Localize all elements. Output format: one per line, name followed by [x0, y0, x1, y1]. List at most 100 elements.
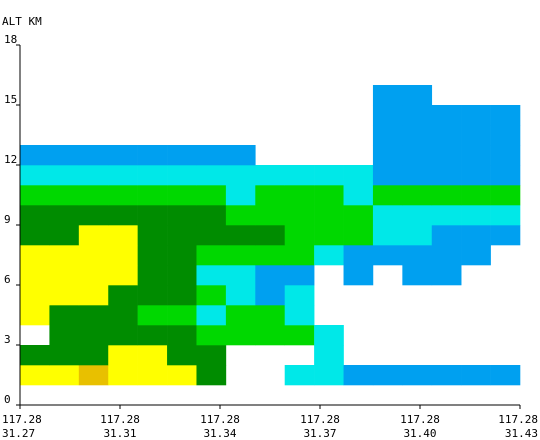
echo-cell — [20, 185, 50, 206]
echo-cell — [490, 185, 521, 206]
echo-cell — [78, 205, 109, 226]
echo-cell — [108, 165, 138, 186]
echo-cell — [225, 185, 256, 206]
echo-cell — [372, 105, 403, 126]
echo-cell — [167, 165, 197, 186]
echo-cell — [78, 165, 109, 186]
x-tick-label-lat: 31.37 — [303, 427, 336, 440]
echo-cell — [20, 285, 50, 306]
echo-cell — [49, 205, 80, 226]
echo-cell — [137, 345, 168, 366]
x-tick-label-lon: 117.28 — [300, 413, 340, 426]
x-tick-label-lon: 117.28 — [400, 413, 440, 426]
echo-cell — [225, 245, 256, 266]
echo-cell — [255, 325, 285, 346]
echo-cell — [167, 205, 197, 226]
y-tick-label: 0 — [4, 393, 11, 406]
echo-cell — [49, 365, 80, 386]
echo-cell — [225, 285, 256, 306]
y-tick-label: 3 — [4, 333, 11, 346]
echo-cell — [167, 325, 197, 346]
echo-cell — [255, 165, 285, 186]
echo-cell — [372, 185, 403, 206]
echo-cell — [490, 165, 521, 186]
echo-cell — [461, 125, 491, 146]
x-tick-label-lon: 117.28 — [2, 413, 42, 426]
x-tick-label-lon: 117.28 — [100, 413, 140, 426]
echo-cell — [167, 265, 197, 286]
echo-cell — [461, 205, 491, 226]
echo-cell — [284, 185, 315, 206]
echo-cell — [431, 245, 462, 266]
echo-cell — [167, 365, 197, 386]
echo-cell — [137, 325, 168, 346]
echo-cell — [108, 245, 138, 266]
echo-cell — [314, 205, 344, 226]
echo-cell — [490, 105, 521, 126]
echo-cell — [431, 145, 462, 166]
echo-cell — [20, 145, 50, 166]
echo-cell — [137, 285, 168, 306]
echo-cell — [255, 225, 285, 246]
y-tick-label: 18 — [4, 33, 17, 46]
echo-cell — [137, 265, 168, 286]
echo-cell — [78, 245, 109, 266]
echo-cell — [167, 345, 197, 366]
echo-cell — [196, 345, 227, 366]
echo-cell — [314, 345, 344, 366]
echo-cell — [402, 85, 433, 106]
echo-cell — [225, 145, 256, 166]
echo-cell — [20, 165, 50, 186]
echo-cell — [167, 145, 197, 166]
echo-cell — [137, 185, 168, 206]
echo-cell — [78, 265, 109, 286]
echo-cell — [108, 345, 138, 366]
echo-cell — [461, 165, 491, 186]
echo-cell — [490, 205, 521, 226]
echo-cell — [137, 205, 168, 226]
echo-cell — [284, 225, 315, 246]
echo-cell — [196, 225, 227, 246]
y-tick-label: 12 — [4, 153, 17, 166]
echo-cell — [78, 325, 109, 346]
echo-cell — [490, 225, 521, 246]
echo-cell — [196, 285, 227, 306]
x-tick-label-lat: 31.34 — [203, 427, 236, 440]
echo-cell — [431, 205, 462, 226]
y-axis-title: ALT KM — [2, 15, 42, 28]
echo-cell — [108, 145, 138, 166]
echo-cell — [49, 145, 80, 166]
echo-cell — [20, 305, 50, 326]
echo-cell — [284, 165, 315, 186]
echo-cell — [431, 125, 462, 146]
echo-cell — [402, 245, 433, 266]
echo-cell — [372, 225, 403, 246]
echo-cell — [431, 225, 462, 246]
echo-cell — [108, 185, 138, 206]
echo-cell — [49, 185, 80, 206]
echo-cell — [196, 365, 227, 386]
echo-cell — [78, 285, 109, 306]
echo-cell — [255, 265, 285, 286]
echo-cell — [49, 245, 80, 266]
echo-cell — [78, 185, 109, 206]
echo-cell — [137, 245, 168, 266]
echo-cell — [49, 325, 80, 346]
echo-cell — [490, 145, 521, 166]
echo-cell — [20, 225, 50, 246]
echo-cell — [402, 185, 433, 206]
echo-cell — [372, 165, 403, 186]
echo-cell — [137, 305, 168, 326]
echo-cell — [108, 305, 138, 326]
echo-cell — [255, 205, 285, 226]
echo-cell — [137, 365, 168, 386]
echo-cell — [314, 365, 344, 386]
echo-cell — [314, 245, 344, 266]
echo-cell — [372, 125, 403, 146]
echo-cell — [49, 345, 80, 366]
echo-cell — [49, 265, 80, 286]
echo-cell — [225, 165, 256, 186]
echo-cell — [431, 185, 462, 206]
echo-cell — [284, 325, 315, 346]
